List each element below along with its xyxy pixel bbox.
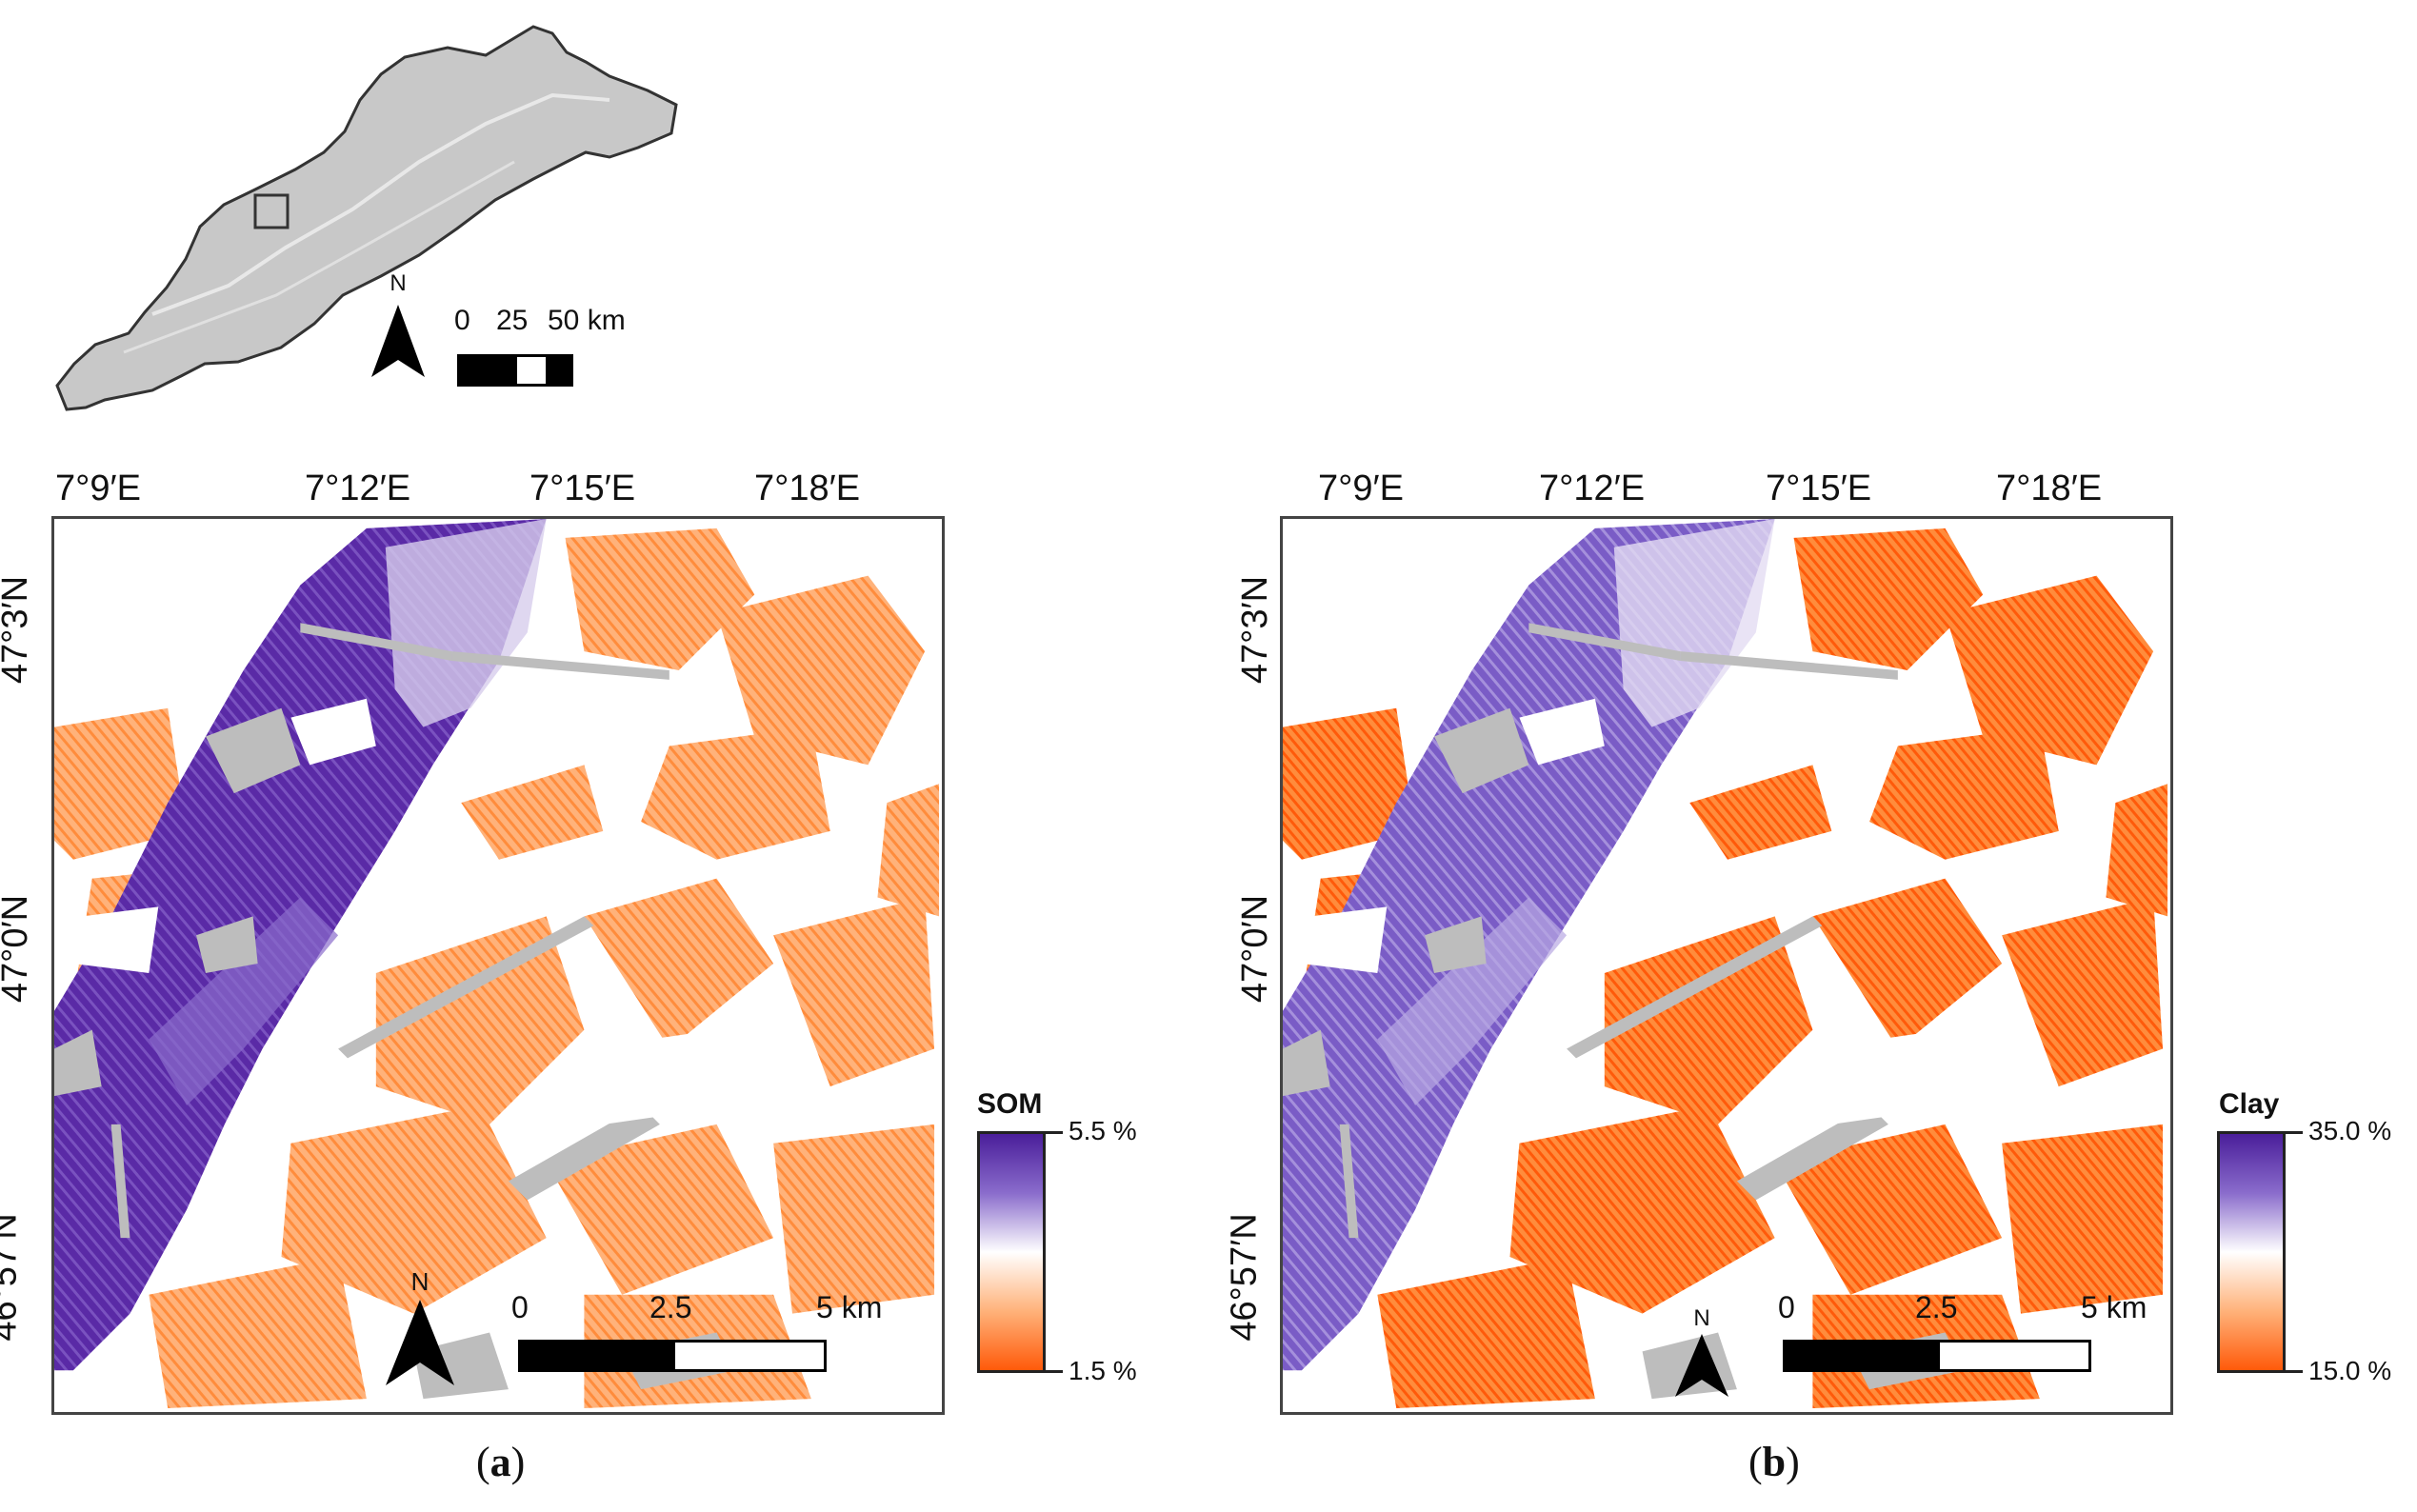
legend-min-label: 1.5 % [1069, 1356, 1137, 1385]
inset-scale-tick-0: 0 [454, 305, 470, 336]
north-arrow-inset: N [371, 270, 425, 377]
inset-scale-tick-50: 50 km [548, 305, 626, 336]
region-shape [55, 25, 678, 411]
caption-letter: b [1762, 1439, 1787, 1485]
legend-tick-max [2286, 1131, 2303, 1134]
lat-label: 47°0′N [1235, 894, 1276, 1004]
north-label: N [1693, 1305, 1710, 1331]
lon-label: 7°12′E [305, 468, 411, 508]
scale-tick-0: 0 [1778, 1290, 1795, 1324]
legend-max-label: 5.5 % [1069, 1116, 1137, 1145]
study-region-outline [55, 25, 678, 411]
lat-label: 47°3′N [1235, 575, 1276, 685]
color-scale-bar [977, 1131, 1046, 1373]
lon-label: 7°9′E [1318, 468, 1404, 508]
scale-bar [1783, 1340, 2091, 1372]
legend-title: SOM [977, 1088, 1043, 1120]
lon-label: 7°9′E [55, 468, 141, 508]
lat-label: 46°57′N [1224, 1213, 1265, 1342]
scale-tick-2-5: 2.5 [649, 1290, 692, 1324]
lon-label: 7°18′E [754, 468, 861, 508]
panel-caption: (b) [1748, 1439, 1800, 1485]
inset-scale-bar [457, 354, 573, 387]
lon-label: 7°12′E [1539, 468, 1646, 508]
north-label: N [390, 270, 407, 296]
som-map: N 0 2.5 5 km [51, 516, 945, 1415]
panel-caption: (a) [476, 1439, 526, 1485]
high-value-fields [54, 519, 547, 1371]
scale-tick-5: 5 km [2081, 1290, 2147, 1324]
overview-inset-map: N 0 25 50 km [38, 10, 705, 428]
clay-map: N 0 2.5 5 km [1280, 516, 2173, 1415]
color-scale-bar [2217, 1131, 2286, 1373]
high-value-fields [1283, 519, 1775, 1371]
north-label: N [410, 1267, 429, 1296]
scale-bar [518, 1340, 827, 1372]
inset-scale-tick-25: 25 [496, 305, 529, 336]
legend-tick-max [1046, 1131, 1063, 1134]
legend-max-label: 35.0 % [2308, 1116, 2392, 1145]
scale-tick-2-5: 2.5 [1915, 1290, 1958, 1324]
study-area-box [253, 193, 290, 229]
lon-label: 7°15′E [1766, 468, 1872, 508]
lat-label: 47°3′N [0, 575, 36, 685]
caption-letter: a [489, 1439, 511, 1485]
north-arrow: N [1675, 1305, 1728, 1397]
lon-label: 7°18′E [1996, 468, 2103, 508]
legend-min-label: 15.0 % [2308, 1356, 2392, 1385]
north-arrow: N [386, 1267, 454, 1385]
lon-label: 7°15′E [529, 468, 636, 508]
legend-tick-min [2286, 1370, 2303, 1373]
lat-label: 46°57′N [0, 1213, 25, 1342]
scale-tick-5: 5 km [816, 1290, 883, 1324]
scale-tick-0: 0 [511, 1290, 529, 1324]
lat-label: 47°0′N [0, 894, 36, 1004]
legend-title: Clay [2219, 1088, 2280, 1120]
legend-tick-min [1046, 1370, 1063, 1373]
